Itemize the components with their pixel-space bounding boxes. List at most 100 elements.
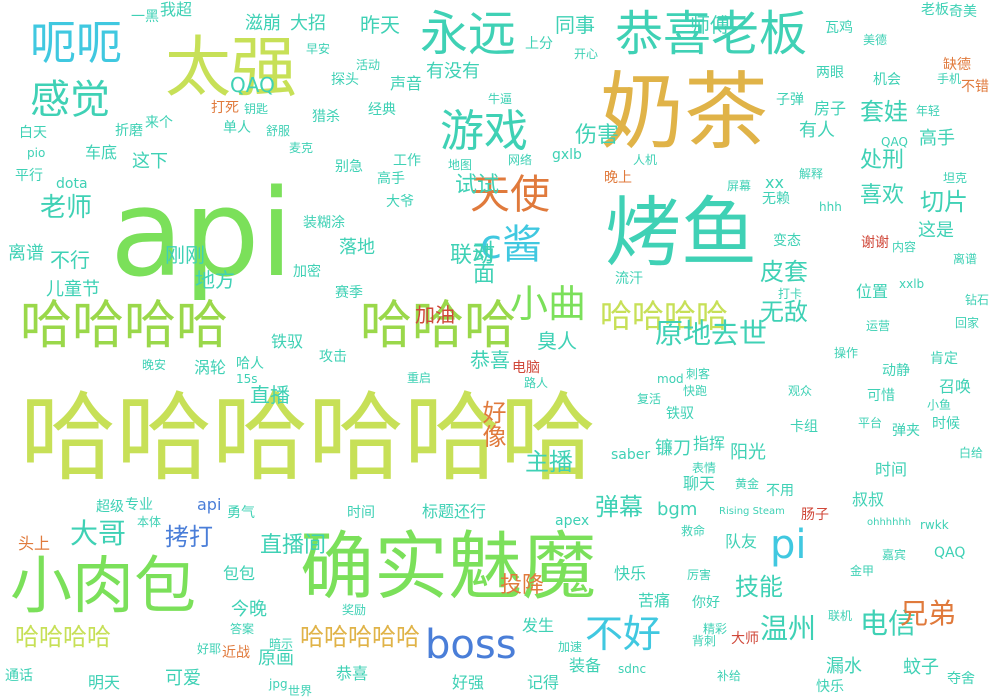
cloud-word: 主播 [525, 448, 573, 476]
cloud-word: 皮套 [760, 258, 808, 286]
cloud-word: 本体 [137, 515, 162, 529]
cloud-word: 金甲 [850, 564, 875, 578]
cloud-word: xxlb [899, 277, 925, 291]
cloud-word: 苦痛 [638, 591, 671, 610]
cloud-word: mod [657, 372, 684, 386]
cloud-word: 猎杀 [312, 109, 340, 125]
cloud-word: QAQ [230, 73, 275, 97]
cloud-word: 装备 [569, 656, 602, 675]
cloud-word: api [110, 165, 294, 304]
cloud-word: 好耶 [197, 642, 222, 656]
cloud-word: 落地 [339, 237, 375, 258]
cloud-word: QAQ [881, 135, 908, 149]
cloud-word: 好强 [452, 673, 485, 692]
cloud-word: 你好 [692, 595, 720, 611]
cloud-word: 可惜 [867, 388, 895, 404]
cloud-word: 勇气 [227, 505, 255, 521]
cloud-word: 嘉宾 [882, 548, 907, 562]
cloud-word: 两眼 [816, 65, 844, 81]
cloud-word: Rising Steam [719, 506, 785, 517]
cloud-word: 动静 [882, 363, 910, 379]
cloud-word: 老板 [921, 2, 949, 18]
cloud-word: 头上 [18, 534, 51, 553]
cloud-word: 原画 [258, 648, 294, 669]
cloud-word: 师傅 [690, 13, 730, 37]
cloud-word: 处刑 [860, 148, 905, 173]
cloud-word: 工作 [393, 153, 421, 169]
cloud-word: 大哥 [70, 517, 127, 550]
cloud-word: 恭喜 [470, 348, 510, 372]
cloud-word: 内容 [892, 240, 917, 254]
cloud-word: 明天 [88, 673, 121, 692]
cloud-word: 臭人 [537, 329, 577, 353]
cloud-word: 观众 [788, 384, 813, 398]
cloud-word: 不行 [50, 248, 90, 272]
cloud-word: 人机 [633, 153, 658, 167]
cloud-word: 聊天 [683, 474, 716, 493]
cloud-word: 手机 [937, 72, 962, 86]
cloud-word: rwkk [920, 518, 949, 532]
cloud-word: 这是 [918, 220, 954, 241]
cloud-word: 拷打 [165, 523, 213, 551]
cloud-word: 赛季 [335, 285, 363, 301]
cloud-word: 喜欢 [860, 183, 905, 208]
cloud-word: 早安 [306, 42, 331, 56]
cloud-word: 可爱 [165, 668, 201, 689]
cloud-word: 好像 [478, 400, 506, 448]
cloud-word: 有人 [799, 120, 835, 141]
cloud-word: 老师 [40, 193, 93, 223]
cloud-word: 队友 [725, 532, 758, 551]
cloud-word: 通话 [5, 668, 33, 684]
cloud-word: 快跑 [683, 384, 708, 398]
cloud-word: QAQ [934, 545, 966, 561]
cloud-word: 打死 [211, 100, 239, 116]
cloud-word: 白给 [959, 446, 984, 460]
cloud-word: 兄弟 [900, 597, 957, 630]
cloud-word: 感觉 [30, 77, 110, 123]
cloud-word: 子弹 [776, 92, 804, 108]
cloud-word: 变态 [773, 233, 801, 249]
cloud-word: 奇美 [949, 4, 977, 20]
cloud-word: 位置 [856, 282, 889, 301]
cloud-word: 来个 [145, 115, 173, 131]
cloud-word: 包包 [223, 564, 256, 583]
cloud-word: 地方 [195, 268, 235, 292]
cloud-word: 恭喜 [336, 664, 369, 683]
cloud-word: bgm [657, 499, 698, 520]
cloud-word: 15s [236, 372, 258, 386]
cloud-word: 路人 [524, 376, 549, 390]
cloud-word: 烤鱼 [605, 188, 757, 277]
cloud-word: 召唤 [939, 377, 972, 396]
cloud-word: saber [611, 447, 651, 463]
cloud-word: 滋崩 [245, 13, 281, 34]
cloud-word: 暗示 [269, 637, 294, 651]
cloud-word: 套娃 [860, 98, 908, 126]
cloud-word: 探头 [331, 72, 359, 88]
cloud-word: 网络 [508, 153, 533, 167]
cloud-word: 平台 [858, 416, 883, 430]
cloud-word: 离谱 [8, 243, 44, 264]
cloud-word: 这下 [132, 151, 168, 172]
cloud-word: dota [56, 176, 88, 192]
cloud-word: 大师 [731, 631, 759, 647]
cloud-word: sdnc [618, 662, 647, 676]
cloud-word: 开心 [574, 47, 599, 61]
cloud-word: 屏幕 [727, 179, 752, 193]
cloud-word: 哈哈哈哈 [600, 297, 729, 335]
cloud-word: 同事 [555, 13, 595, 37]
cloud-word: 一黑 [131, 9, 159, 25]
cloud-word: 刺客 [686, 367, 711, 381]
cloud-word: 离谱 [953, 252, 978, 266]
cloud-word: 快乐 [816, 679, 844, 695]
cloud-word: 太强 [165, 29, 297, 106]
cloud-word: 哈哈哈哈哈哈 [20, 382, 596, 494]
cloud-word: 温州 [760, 612, 817, 645]
cloud-word: 不用 [766, 483, 794, 499]
cloud-word: 世界 [288, 684, 313, 698]
cloud-word: 超级 [96, 499, 124, 515]
cloud-word: 复活 [637, 392, 662, 406]
cloud-word: 呃呃 [30, 16, 122, 70]
cloud-word: 大爷 [386, 194, 414, 210]
cloud-word: xx [765, 173, 784, 192]
cloud-word: 儿童节 [46, 279, 100, 300]
